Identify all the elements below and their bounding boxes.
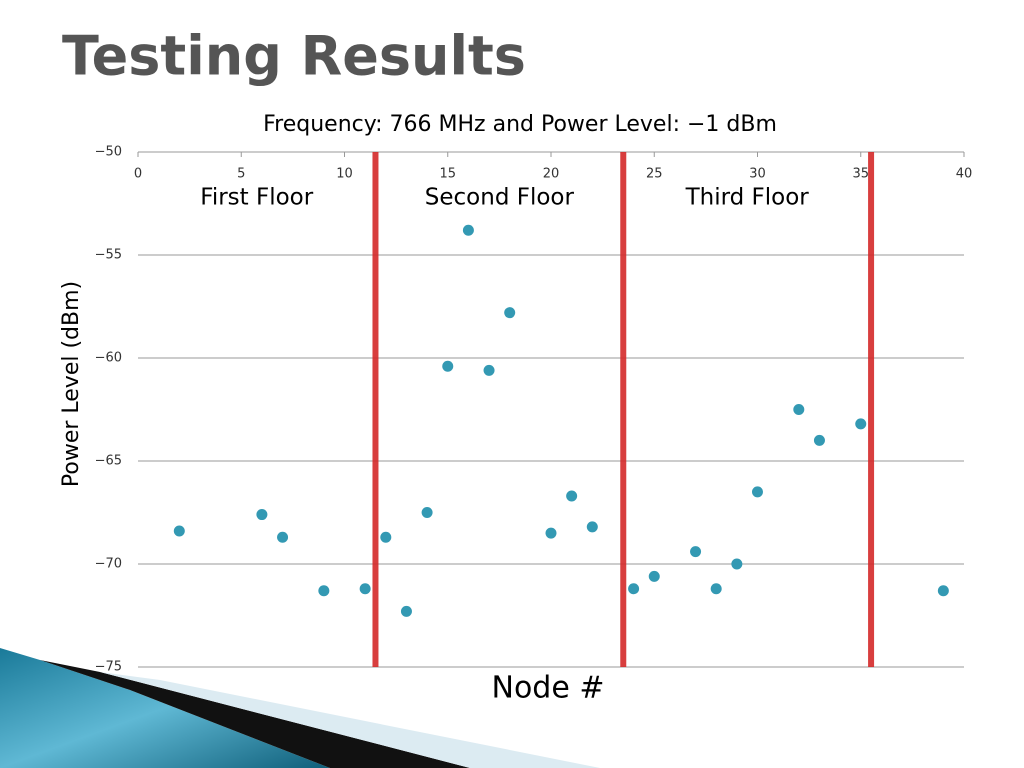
data-point bbox=[586, 521, 598, 533]
decor-swoosh bbox=[100, 672, 600, 768]
data-point bbox=[462, 224, 474, 236]
data-point bbox=[690, 546, 702, 558]
data-point bbox=[731, 558, 743, 570]
decor-swoosh bbox=[40, 660, 470, 768]
region-label: Second Floor bbox=[425, 185, 575, 211]
x-tick-label: 35 bbox=[852, 167, 869, 182]
data-point bbox=[380, 531, 392, 543]
data-point bbox=[277, 531, 289, 543]
chart-title: Frequency: 766 MHz and Power Level: −1 d… bbox=[263, 112, 777, 137]
data-point bbox=[359, 583, 371, 595]
x-tick-label: 0 bbox=[134, 167, 142, 182]
data-point bbox=[813, 434, 825, 446]
data-point bbox=[421, 507, 433, 518]
data-point bbox=[752, 486, 763, 498]
x-tick-label: 5 bbox=[237, 167, 245, 182]
x-tick-label: 30 bbox=[749, 167, 766, 182]
data-point bbox=[442, 360, 454, 372]
decor-swoosh bbox=[0, 648, 330, 768]
y-tick-label: −65 bbox=[95, 454, 122, 469]
data-point bbox=[318, 585, 330, 597]
y-tick-label: −75 bbox=[95, 660, 122, 675]
slide-title: Testing Results bbox=[62, 25, 526, 88]
data-point bbox=[256, 509, 268, 521]
data-point bbox=[173, 525, 185, 537]
data-point bbox=[400, 605, 412, 617]
data-point bbox=[504, 307, 516, 319]
data-point bbox=[855, 418, 867, 430]
x-tick-label: 15 bbox=[439, 167, 456, 182]
y-tick-label: −70 bbox=[95, 557, 122, 572]
x-tick-label: 10 bbox=[336, 167, 353, 182]
y-tick-label: −50 bbox=[95, 145, 122, 160]
data-point bbox=[937, 585, 949, 597]
region-label: Third Floor bbox=[685, 185, 810, 211]
y-axis-label: Power Level (dBm) bbox=[59, 281, 84, 487]
data-point bbox=[710, 583, 722, 595]
y-tick-label: −60 bbox=[95, 351, 122, 366]
data-point bbox=[483, 364, 495, 376]
x-tick-label: 40 bbox=[956, 167, 973, 182]
x-tick-label: 25 bbox=[646, 167, 663, 182]
x-tick-label: 20 bbox=[543, 167, 560, 182]
data-point bbox=[566, 490, 578, 502]
region-label: First Floor bbox=[200, 185, 313, 211]
data-point bbox=[628, 583, 640, 595]
data-point bbox=[793, 404, 805, 415]
data-point bbox=[545, 527, 557, 539]
x-axis-label: Node # bbox=[492, 671, 605, 706]
data-point bbox=[648, 570, 660, 582]
y-tick-label: −55 bbox=[95, 248, 122, 263]
